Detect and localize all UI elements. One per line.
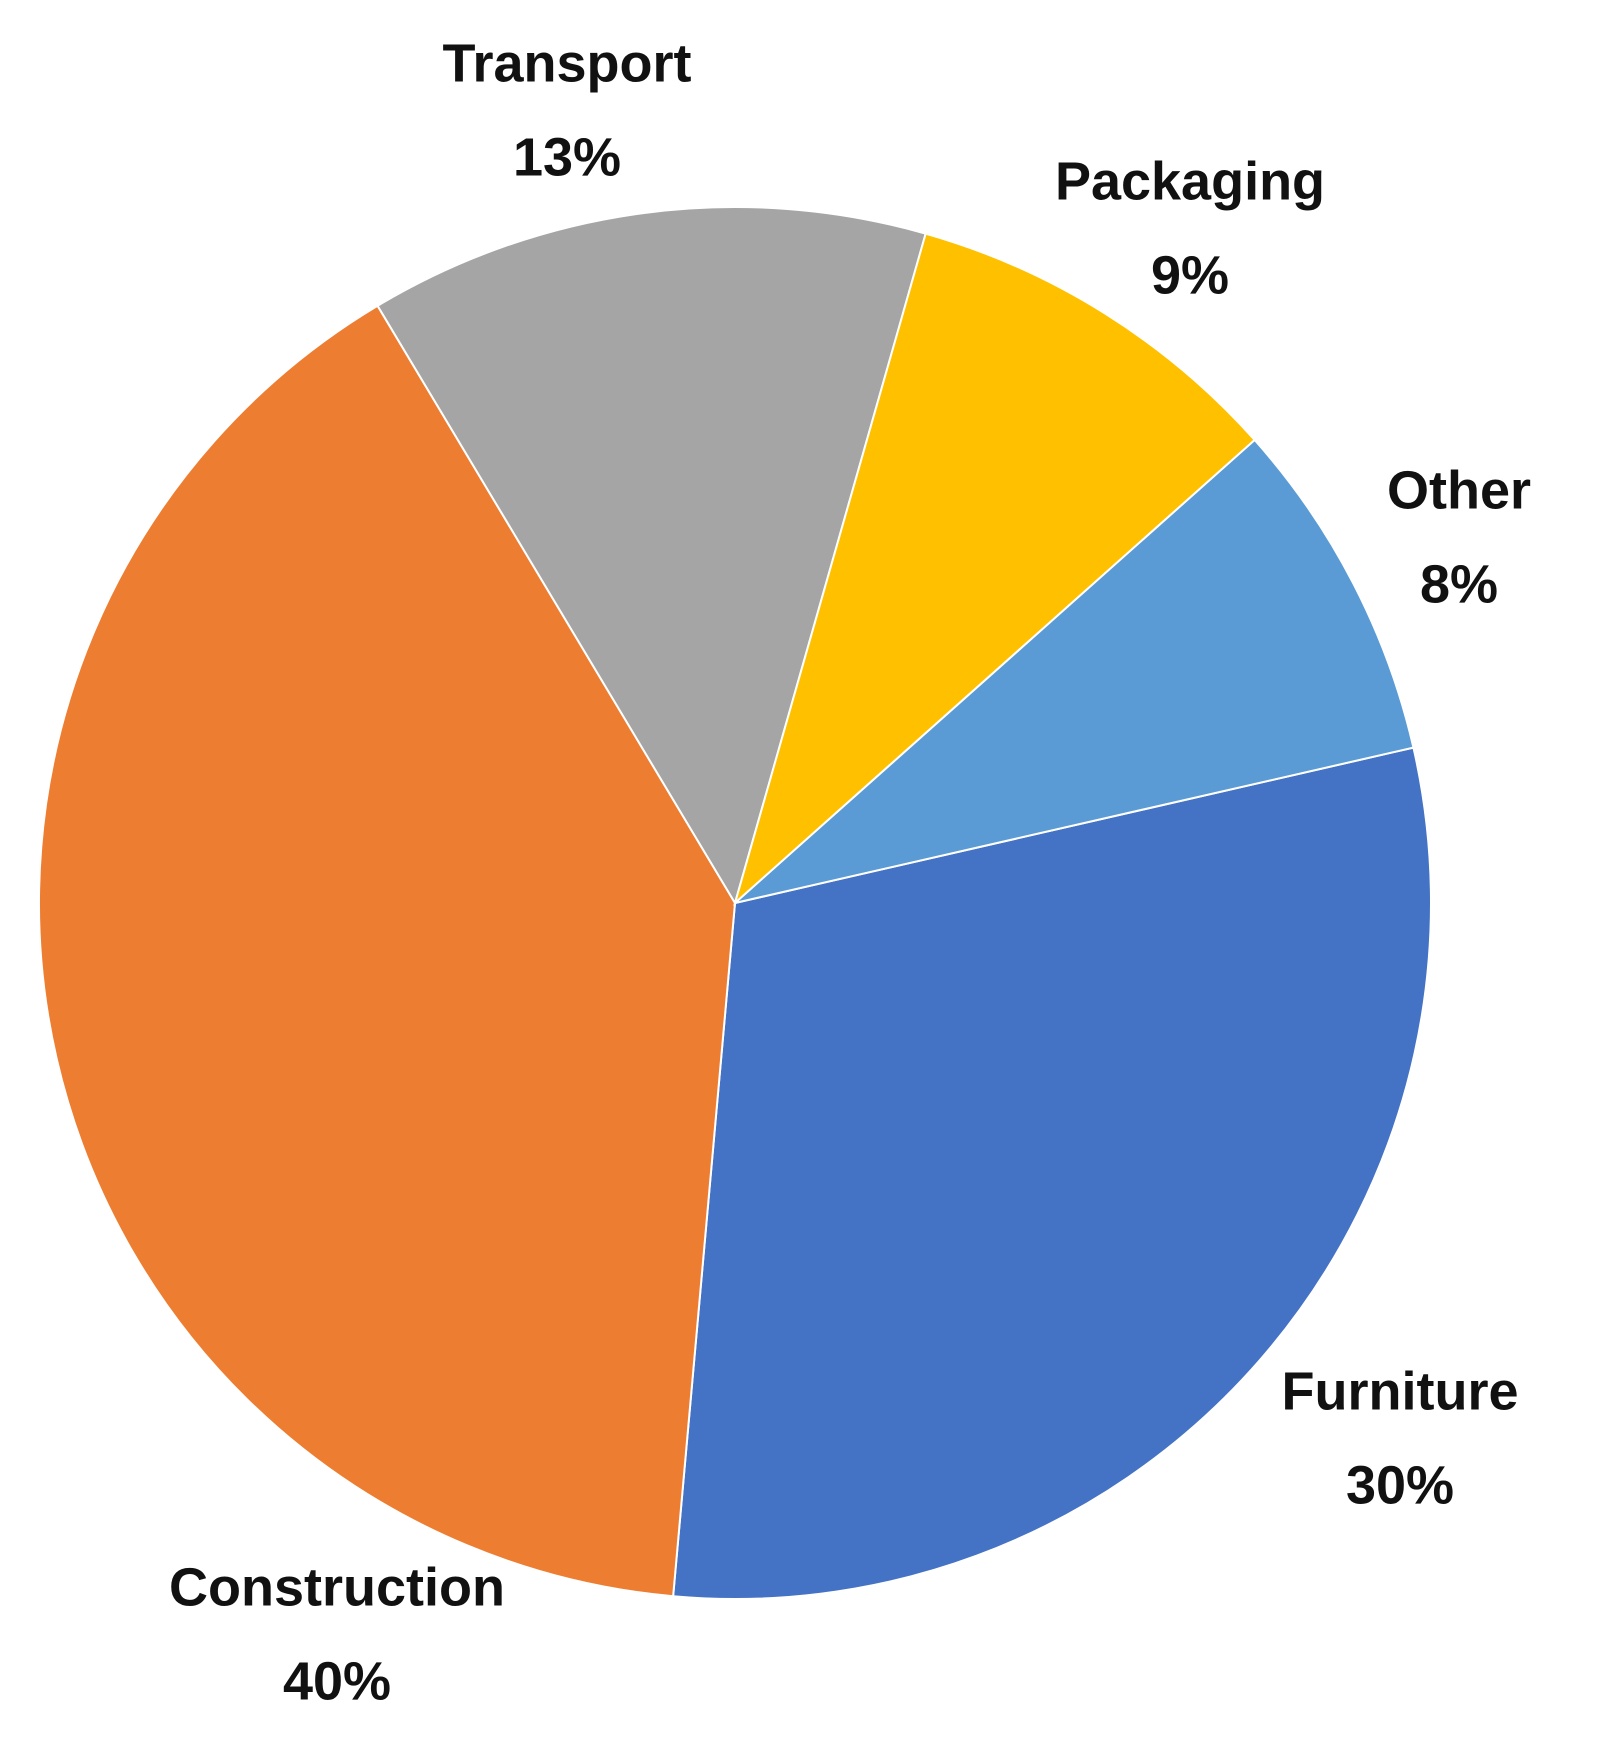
pie-slice bbox=[733, 232, 1257, 907]
slice-label: Transport bbox=[442, 33, 691, 93]
pie-slice bbox=[734, 438, 1415, 904]
pie-slice bbox=[672, 746, 1432, 1600]
slice-label: Packaging bbox=[1055, 151, 1325, 211]
slice-value-label: 8% bbox=[1420, 554, 1498, 614]
slice-value-label: 30% bbox=[1346, 1455, 1454, 1515]
slice-label: Construction bbox=[169, 1557, 505, 1617]
slice-label: Other bbox=[1387, 460, 1531, 520]
slice-value-label: 40% bbox=[283, 1651, 391, 1711]
slice-value-label: 9% bbox=[1151, 245, 1229, 305]
pie-slice bbox=[38, 304, 737, 1598]
slice-value-label: 13% bbox=[513, 127, 621, 187]
pie-slice bbox=[376, 206, 927, 906]
slice-label: Furniture bbox=[1282, 1361, 1519, 1421]
